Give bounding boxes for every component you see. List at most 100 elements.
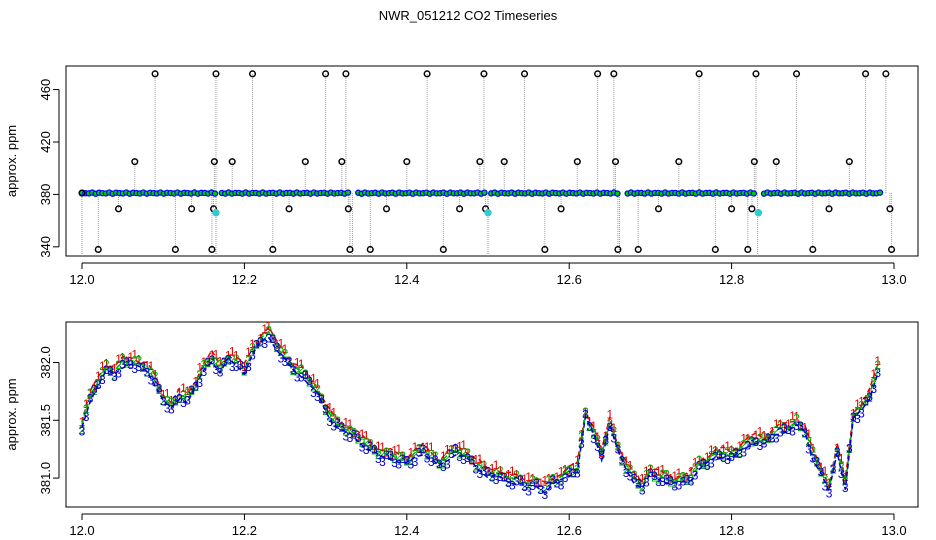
- series-marker-3: 3: [773, 432, 780, 446]
- outlier-point: [480, 70, 488, 78]
- series-marker-2: 2: [278, 345, 285, 359]
- series-marker-2: 2: [635, 477, 642, 491]
- series-marker-1: 1: [582, 406, 589, 420]
- series-marker-3: 3: [347, 431, 354, 445]
- outlier-point: [748, 205, 756, 213]
- series-marker-1: 1: [123, 354, 130, 368]
- series-marker-2: 2: [797, 420, 804, 434]
- series-marker-3: 3: [310, 386, 317, 400]
- series-marker-1: 1: [176, 386, 183, 400]
- series-marker-1: 1: [399, 449, 406, 463]
- x-tick-label: 12.0: [69, 272, 94, 287]
- outlier-point: [344, 205, 352, 213]
- series-marker-3: 3: [229, 360, 236, 374]
- outlier-point: [573, 158, 581, 166]
- series-marker-2: 2: [152, 369, 159, 383]
- y-tick-label: 420: [38, 131, 53, 153]
- series-marker-3: 3: [834, 445, 841, 459]
- series-marker-2: 2: [355, 432, 362, 446]
- outlier-point: [322, 70, 330, 78]
- series-marker-3: 3: [696, 459, 703, 473]
- series-marker-2: 2: [330, 411, 337, 425]
- series-marker-2: 2: [761, 430, 768, 444]
- series-marker-1: 1: [343, 415, 350, 429]
- series-marker-2: 2: [838, 460, 845, 474]
- series-marker-2: 2: [708, 448, 715, 462]
- outlier-point: [711, 245, 719, 253]
- series-marker-1: 1: [298, 357, 305, 371]
- series-marker-3: 3: [643, 476, 650, 490]
- outlier-point: [541, 245, 549, 253]
- series-marker-2: 2: [428, 448, 435, 462]
- series-marker-2: 2: [517, 472, 524, 486]
- series-line-1: [81, 325, 879, 490]
- series-marker-3: 3: [586, 420, 593, 434]
- y-axis-label: approx. ppm: [4, 378, 19, 450]
- series-marker-1: 1: [119, 351, 126, 365]
- series-marker-3: 3: [501, 471, 508, 485]
- x-tick-label: 13.0: [881, 272, 906, 287]
- outlier-point: [248, 70, 257, 78]
- series-marker-3: 3: [481, 464, 488, 478]
- series-marker-3: 3: [651, 469, 658, 483]
- series-marker-2: 2: [724, 445, 731, 459]
- series-marker-3: 3: [432, 453, 439, 467]
- y-tick-label: 340: [38, 236, 53, 258]
- series-marker-2: 2: [789, 416, 796, 430]
- series-marker-3: 3: [537, 483, 544, 497]
- series-marker-3: 3: [582, 407, 589, 421]
- series-marker-3: 3: [302, 368, 309, 382]
- series-marker-3: 3: [420, 442, 427, 456]
- series-marker-3: 3: [184, 393, 191, 407]
- outlier-point: [78, 189, 86, 197]
- series-marker-1: 1: [452, 442, 459, 456]
- series-marker-1: 1: [688, 465, 695, 479]
- series-marker-1: 1: [205, 355, 212, 369]
- series-marker-2: 2: [594, 433, 601, 447]
- series-marker-1: 1: [574, 453, 581, 467]
- series-marker-3: 3: [428, 455, 435, 469]
- series-marker-1: 1: [472, 453, 479, 467]
- series-marker-2: 2: [148, 366, 155, 380]
- series-marker-3: 3: [225, 352, 232, 366]
- series-marker-3: 3: [598, 448, 605, 462]
- series-marker-3: 3: [343, 429, 350, 443]
- series-marker-3: 3: [444, 458, 451, 472]
- series-marker-3: 3: [793, 419, 800, 433]
- series-marker-1: 1: [355, 431, 362, 445]
- series-marker-2: 2: [399, 449, 406, 463]
- series-marker-2: 2: [663, 467, 670, 481]
- series-marker-2: 2: [826, 479, 833, 493]
- series-marker-2: 2: [156, 383, 163, 397]
- series-marker-1: 1: [594, 430, 601, 444]
- series-marker-1: 1: [801, 421, 808, 435]
- series-marker-1: 1: [675, 466, 682, 480]
- series-marker-2: 2: [537, 483, 544, 497]
- x-tick-label: 12.8: [719, 272, 744, 287]
- series-marker-3: 3: [663, 472, 670, 486]
- series-marker-1: 1: [602, 429, 609, 443]
- series-marker-2: 2: [533, 475, 540, 489]
- series-marker-2: 2: [858, 398, 865, 412]
- series-marker-3: 3: [590, 432, 597, 446]
- series-marker-1: 1: [115, 352, 122, 366]
- series-marker-2: 2: [675, 470, 682, 484]
- series-marker-3: 3: [533, 476, 540, 490]
- series-marker-1: 1: [464, 446, 471, 460]
- series-marker-1: 1: [708, 443, 715, 457]
- outlier-point: [403, 158, 411, 166]
- series-marker-3: 3: [753, 435, 760, 449]
- series-marker-3: 3: [456, 450, 463, 464]
- series-marker-1: 1: [537, 476, 544, 490]
- series-marker-3: 3: [148, 374, 155, 388]
- series-marker-2: 2: [570, 466, 577, 480]
- series-marker-2: 2: [566, 463, 573, 477]
- series-marker-3: 3: [781, 421, 788, 435]
- series-marker-3: 3: [115, 366, 122, 380]
- series-marker-1: 1: [87, 386, 94, 400]
- series-marker-3: 3: [619, 454, 626, 468]
- series-marker-2: 2: [647, 462, 654, 476]
- series-marker-3: 3: [448, 447, 455, 461]
- outlier-point: [654, 205, 663, 213]
- series-marker-1: 1: [874, 354, 881, 368]
